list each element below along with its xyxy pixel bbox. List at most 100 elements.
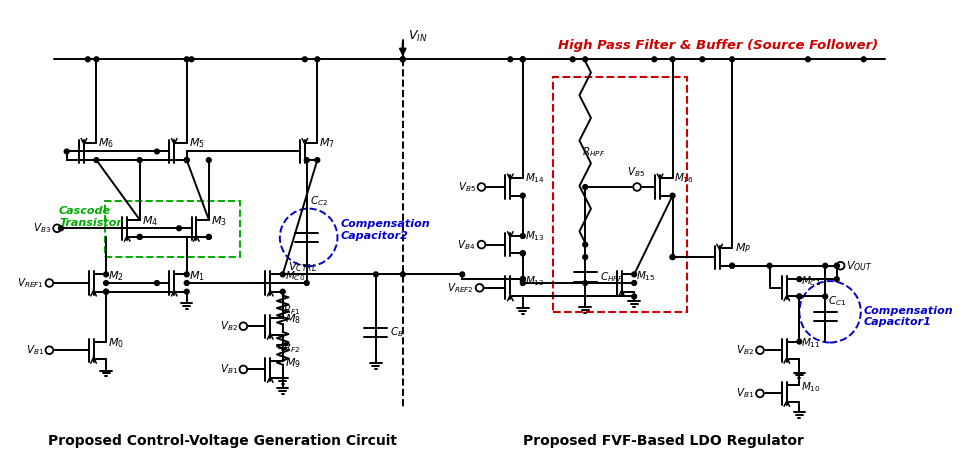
Circle shape [797, 294, 802, 299]
Circle shape [184, 289, 189, 294]
Circle shape [835, 263, 840, 268]
Circle shape [583, 185, 588, 189]
Circle shape [207, 235, 211, 239]
Circle shape [103, 281, 108, 285]
Text: $V_{B5}$: $V_{B5}$ [457, 180, 476, 194]
Text: $C_{HPF}$: $C_{HPF}$ [599, 270, 623, 284]
Circle shape [189, 57, 194, 62]
Circle shape [583, 242, 588, 247]
Circle shape [797, 294, 802, 299]
Circle shape [239, 366, 247, 373]
Circle shape [400, 57, 405, 62]
Circle shape [861, 57, 866, 62]
Text: $V_{B1}$: $V_{B1}$ [736, 386, 755, 400]
Circle shape [823, 263, 828, 268]
Circle shape [86, 57, 90, 62]
Circle shape [520, 281, 525, 285]
Circle shape [302, 57, 307, 62]
Circle shape [280, 272, 285, 277]
Circle shape [137, 235, 142, 239]
Circle shape [177, 226, 181, 231]
Text: $C_{C2}$: $C_{C2}$ [310, 194, 328, 208]
Circle shape [730, 57, 734, 62]
Text: $M_7$: $M_7$ [319, 136, 335, 150]
Circle shape [570, 57, 575, 62]
Text: $M_{13}$: $M_{13}$ [525, 229, 544, 243]
Circle shape [797, 277, 802, 282]
Circle shape [400, 57, 405, 62]
Circle shape [700, 57, 704, 62]
Text: $M_{11}$: $M_{11}$ [801, 337, 821, 351]
Text: Compensation
Capacitor2: Compensation Capacitor2 [341, 219, 430, 241]
Circle shape [315, 57, 319, 62]
Circle shape [520, 234, 525, 238]
Text: $M_4$: $M_4$ [142, 215, 157, 228]
Circle shape [184, 281, 189, 285]
Circle shape [835, 277, 840, 282]
Text: $R_{F2}$: $R_{F2}$ [283, 341, 300, 355]
Circle shape [767, 263, 772, 268]
Text: $V_{REF1}$: $V_{REF1}$ [16, 276, 43, 290]
Circle shape [103, 289, 108, 294]
Circle shape [520, 277, 525, 282]
Circle shape [520, 57, 525, 62]
Text: $R_{HPF}$: $R_{HPF}$ [582, 145, 605, 159]
Text: $M_0$: $M_0$ [108, 337, 124, 351]
Circle shape [137, 235, 142, 239]
Circle shape [304, 158, 309, 163]
Circle shape [154, 149, 159, 154]
Circle shape [806, 57, 811, 62]
Circle shape [65, 149, 69, 154]
Text: $M_5$: $M_5$ [188, 136, 205, 150]
Circle shape [823, 294, 828, 299]
Text: $V_{B1}$: $V_{B1}$ [26, 343, 43, 357]
Circle shape [137, 158, 142, 163]
Text: Proposed Control-Voltage Generation Circuit: Proposed Control-Voltage Generation Circ… [47, 434, 397, 448]
Text: $M_{14}$: $M_{14}$ [525, 172, 544, 185]
Circle shape [373, 272, 378, 277]
Text: $R_{F1}$: $R_{F1}$ [283, 303, 300, 317]
Circle shape [670, 255, 675, 259]
Text: Compensation
Capacitor1: Compensation Capacitor1 [864, 306, 953, 328]
Text: $M_3$: $M_3$ [210, 215, 227, 228]
Text: $V_{B5}$: $V_{B5}$ [627, 166, 646, 180]
Circle shape [652, 57, 657, 62]
Circle shape [508, 57, 512, 62]
Text: $V_{REF2}$: $V_{REF2}$ [447, 281, 474, 295]
Circle shape [730, 263, 734, 268]
Circle shape [207, 158, 211, 163]
Circle shape [520, 57, 525, 62]
Text: Cascode
Transistor: Cascode Transistor [59, 206, 122, 228]
Circle shape [476, 284, 483, 292]
Circle shape [478, 183, 485, 191]
Circle shape [45, 346, 53, 354]
Text: $M_{C0}$: $M_{C0}$ [285, 269, 305, 283]
Circle shape [670, 193, 675, 198]
Circle shape [757, 390, 763, 397]
Circle shape [632, 281, 637, 285]
Circle shape [835, 263, 840, 268]
Circle shape [632, 294, 637, 299]
Circle shape [520, 277, 525, 282]
Circle shape [184, 272, 189, 277]
Circle shape [837, 262, 844, 270]
Text: $M_{16}$: $M_{16}$ [675, 172, 694, 185]
Text: $V_{B2}$: $V_{B2}$ [220, 319, 237, 333]
Circle shape [154, 281, 159, 285]
Text: Proposed FVF-Based LDO Regulator: Proposed FVF-Based LDO Regulator [523, 434, 805, 448]
Text: $M_2$: $M_2$ [108, 269, 124, 283]
Circle shape [59, 226, 64, 231]
Circle shape [103, 272, 108, 277]
Text: $M_6$: $M_6$ [98, 136, 114, 150]
Circle shape [94, 57, 98, 62]
Circle shape [103, 289, 108, 294]
Text: $V_{B3}$: $V_{B3}$ [33, 221, 51, 235]
Circle shape [45, 279, 53, 287]
Circle shape [520, 277, 525, 282]
Circle shape [207, 235, 211, 239]
Text: $M_1$: $M_1$ [188, 269, 205, 283]
Circle shape [520, 193, 525, 198]
Circle shape [633, 183, 641, 191]
Circle shape [53, 225, 61, 232]
Text: $M_8$: $M_8$ [285, 313, 301, 326]
